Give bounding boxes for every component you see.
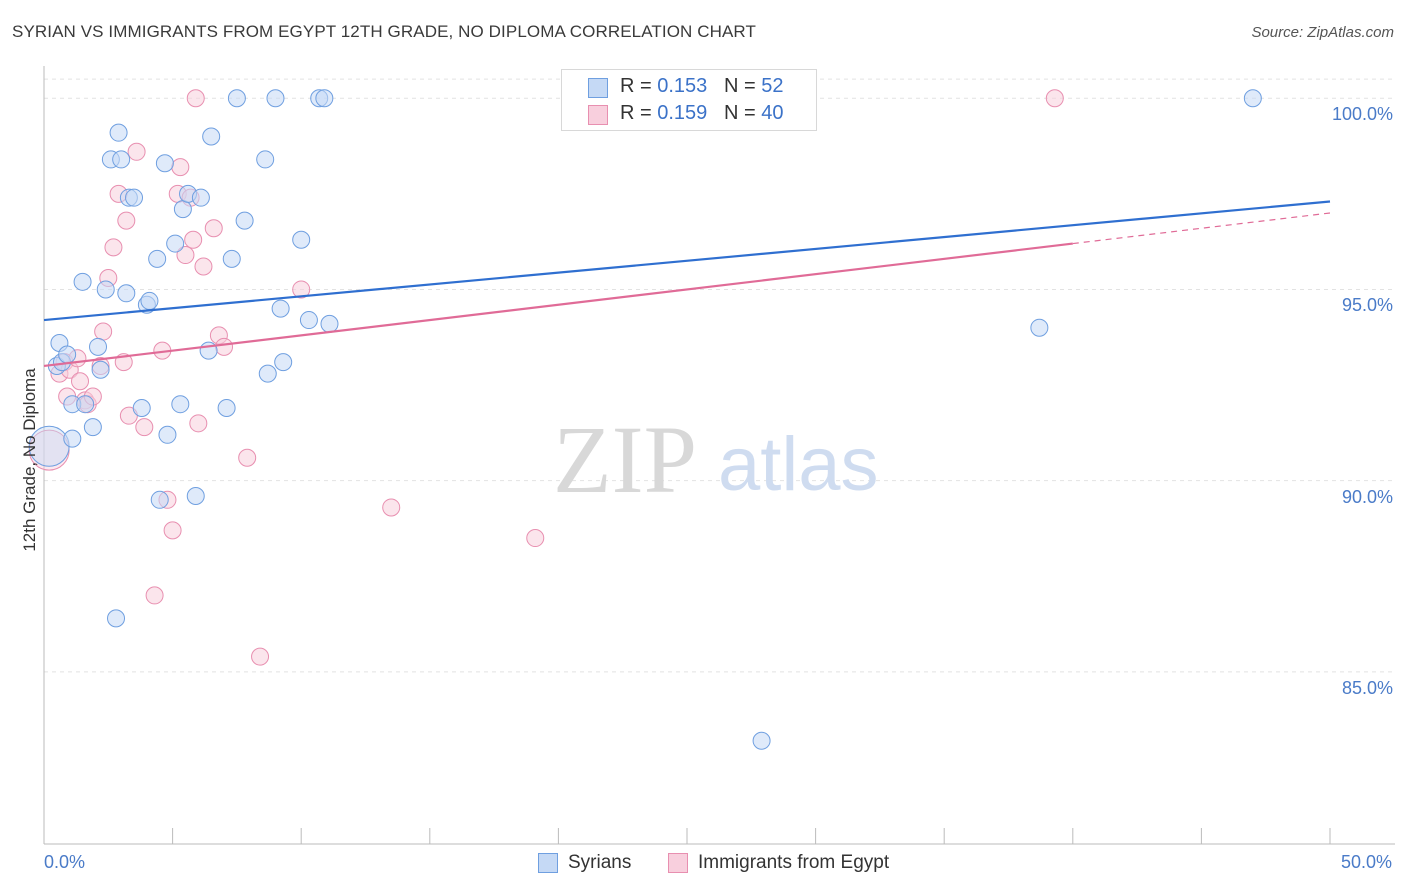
egypt-point: [135, 418, 154, 437]
syrians-point: [271, 299, 290, 318]
syrians-point: [76, 395, 95, 414]
syrians-point: [315, 89, 334, 108]
y-tick-label: 95.0%: [1341, 295, 1393, 316]
legend-swatch-blue: [588, 78, 608, 98]
syrians-point: [1243, 89, 1262, 108]
syrians-point: [117, 284, 136, 303]
legend-n-value: 52: [761, 75, 784, 97]
egypt-point: [189, 414, 208, 433]
egypt-point: [145, 586, 164, 605]
syrians-point: [222, 249, 241, 268]
legend-r-label: R =: [620, 102, 658, 124]
syrians-point: [150, 490, 169, 509]
egypt-point: [382, 498, 401, 517]
egypt-point: [94, 322, 113, 341]
syrians-point: [191, 188, 210, 207]
egypt-point: [215, 337, 234, 356]
y-tick-label: 100.0%: [1331, 104, 1393, 125]
syrians-point: [217, 399, 236, 418]
syrians-point: [292, 230, 311, 249]
syrians-point: [125, 188, 144, 207]
chart-title: SYRIAN VS IMMIGRANTS FROM EGYPT 12TH GRA…: [12, 22, 756, 41]
legend-n-label: N =: [723, 75, 762, 97]
y-tick-label: 90.0%: [1341, 486, 1393, 507]
syrians-point: [256, 150, 275, 169]
egypt-point: [194, 257, 213, 276]
trend-lines: [43, 200, 1331, 368]
egypt-point: [526, 529, 545, 548]
syrians-point: [155, 154, 174, 173]
watermark: ZIP atlas: [553, 406, 879, 513]
syrians-point: [202, 127, 221, 146]
syrians-point: [258, 364, 277, 383]
syrians-point: [235, 211, 254, 230]
egypt-point: [71, 372, 90, 391]
syrians-point: [63, 429, 82, 448]
syrians-point: [227, 89, 246, 108]
syrians-point: [158, 425, 177, 444]
egypt-point: [186, 89, 205, 108]
egypt-point: [1045, 89, 1064, 108]
syrians-points: [28, 89, 1262, 750]
syrians-point: [58, 345, 77, 364]
syrians-point: [83, 418, 102, 437]
egypt-point: [117, 211, 136, 230]
syrians-point: [186, 486, 205, 505]
syrians-point: [752, 731, 771, 750]
syrians-point: [148, 249, 167, 268]
legend-n-value: 40: [761, 102, 784, 124]
legend-r-value: 0.153: [657, 75, 708, 97]
y-tick-label: 85.0%: [1341, 677, 1393, 698]
syrians-point: [299, 311, 318, 330]
legend-swatch-pink: [588, 105, 608, 125]
bottom-legend-label: Syrians: [568, 852, 632, 873]
syrians-point: [109, 123, 128, 142]
egypt-point: [251, 647, 270, 666]
egypt-trend-line: [43, 242, 1073, 368]
syrians-point: [96, 280, 115, 299]
syrians-point: [320, 314, 339, 333]
egypt-point: [184, 230, 203, 249]
gridlines: [44, 78, 1395, 673]
syrians-point: [274, 353, 293, 372]
syrians-point: [173, 200, 192, 219]
egypt-point: [292, 280, 311, 299]
syrians-point: [107, 609, 126, 628]
syrians-point: [132, 399, 151, 418]
syrians-point: [266, 89, 285, 108]
watermark-zip: ZIP: [553, 406, 697, 513]
egypt-point: [104, 238, 123, 257]
syrians-point: [91, 360, 110, 379]
axes: [43, 66, 1395, 845]
bottom-legend-label: Immigrants from Egypt: [698, 852, 890, 873]
egypt-point: [176, 246, 195, 265]
syrians-point: [112, 150, 131, 169]
x-tick-label-min: 0.0%: [44, 852, 86, 872]
egypt-points: [28, 89, 1064, 666]
legend-r-value: 0.159: [657, 102, 708, 124]
egypt-point: [163, 521, 182, 540]
bottom-legend-swatch-blue: [538, 853, 558, 873]
legend-n-label: N =: [723, 102, 762, 124]
source-label: Source: ZipAtlas.com: [1251, 24, 1394, 41]
syrians-point: [171, 395, 190, 414]
syrians-trend-line: [43, 200, 1331, 322]
syrians-point: [1030, 318, 1049, 337]
syrians-point: [73, 272, 92, 291]
egypt-point: [171, 158, 190, 177]
egypt-point: [238, 448, 257, 467]
correlation-legend: R = 0.153 N = 52 R = 0.159 N = 40: [561, 69, 817, 131]
syrians-point: [166, 234, 185, 253]
egypt-point: [127, 142, 146, 161]
bottom-legend-swatch-pink: [668, 853, 688, 873]
legend-r-label: R =: [620, 75, 658, 97]
x-tick-label-max: 50.0%: [1340, 852, 1392, 872]
syrians-point: [140, 291, 159, 310]
egypt-trend-extension: [1072, 212, 1331, 245]
syrians-point: [89, 337, 108, 356]
y-axis-label: 12th Grade, No Diploma: [20, 368, 39, 552]
egypt-point: [204, 219, 223, 238]
watermark-atlas: atlas: [718, 422, 879, 507]
